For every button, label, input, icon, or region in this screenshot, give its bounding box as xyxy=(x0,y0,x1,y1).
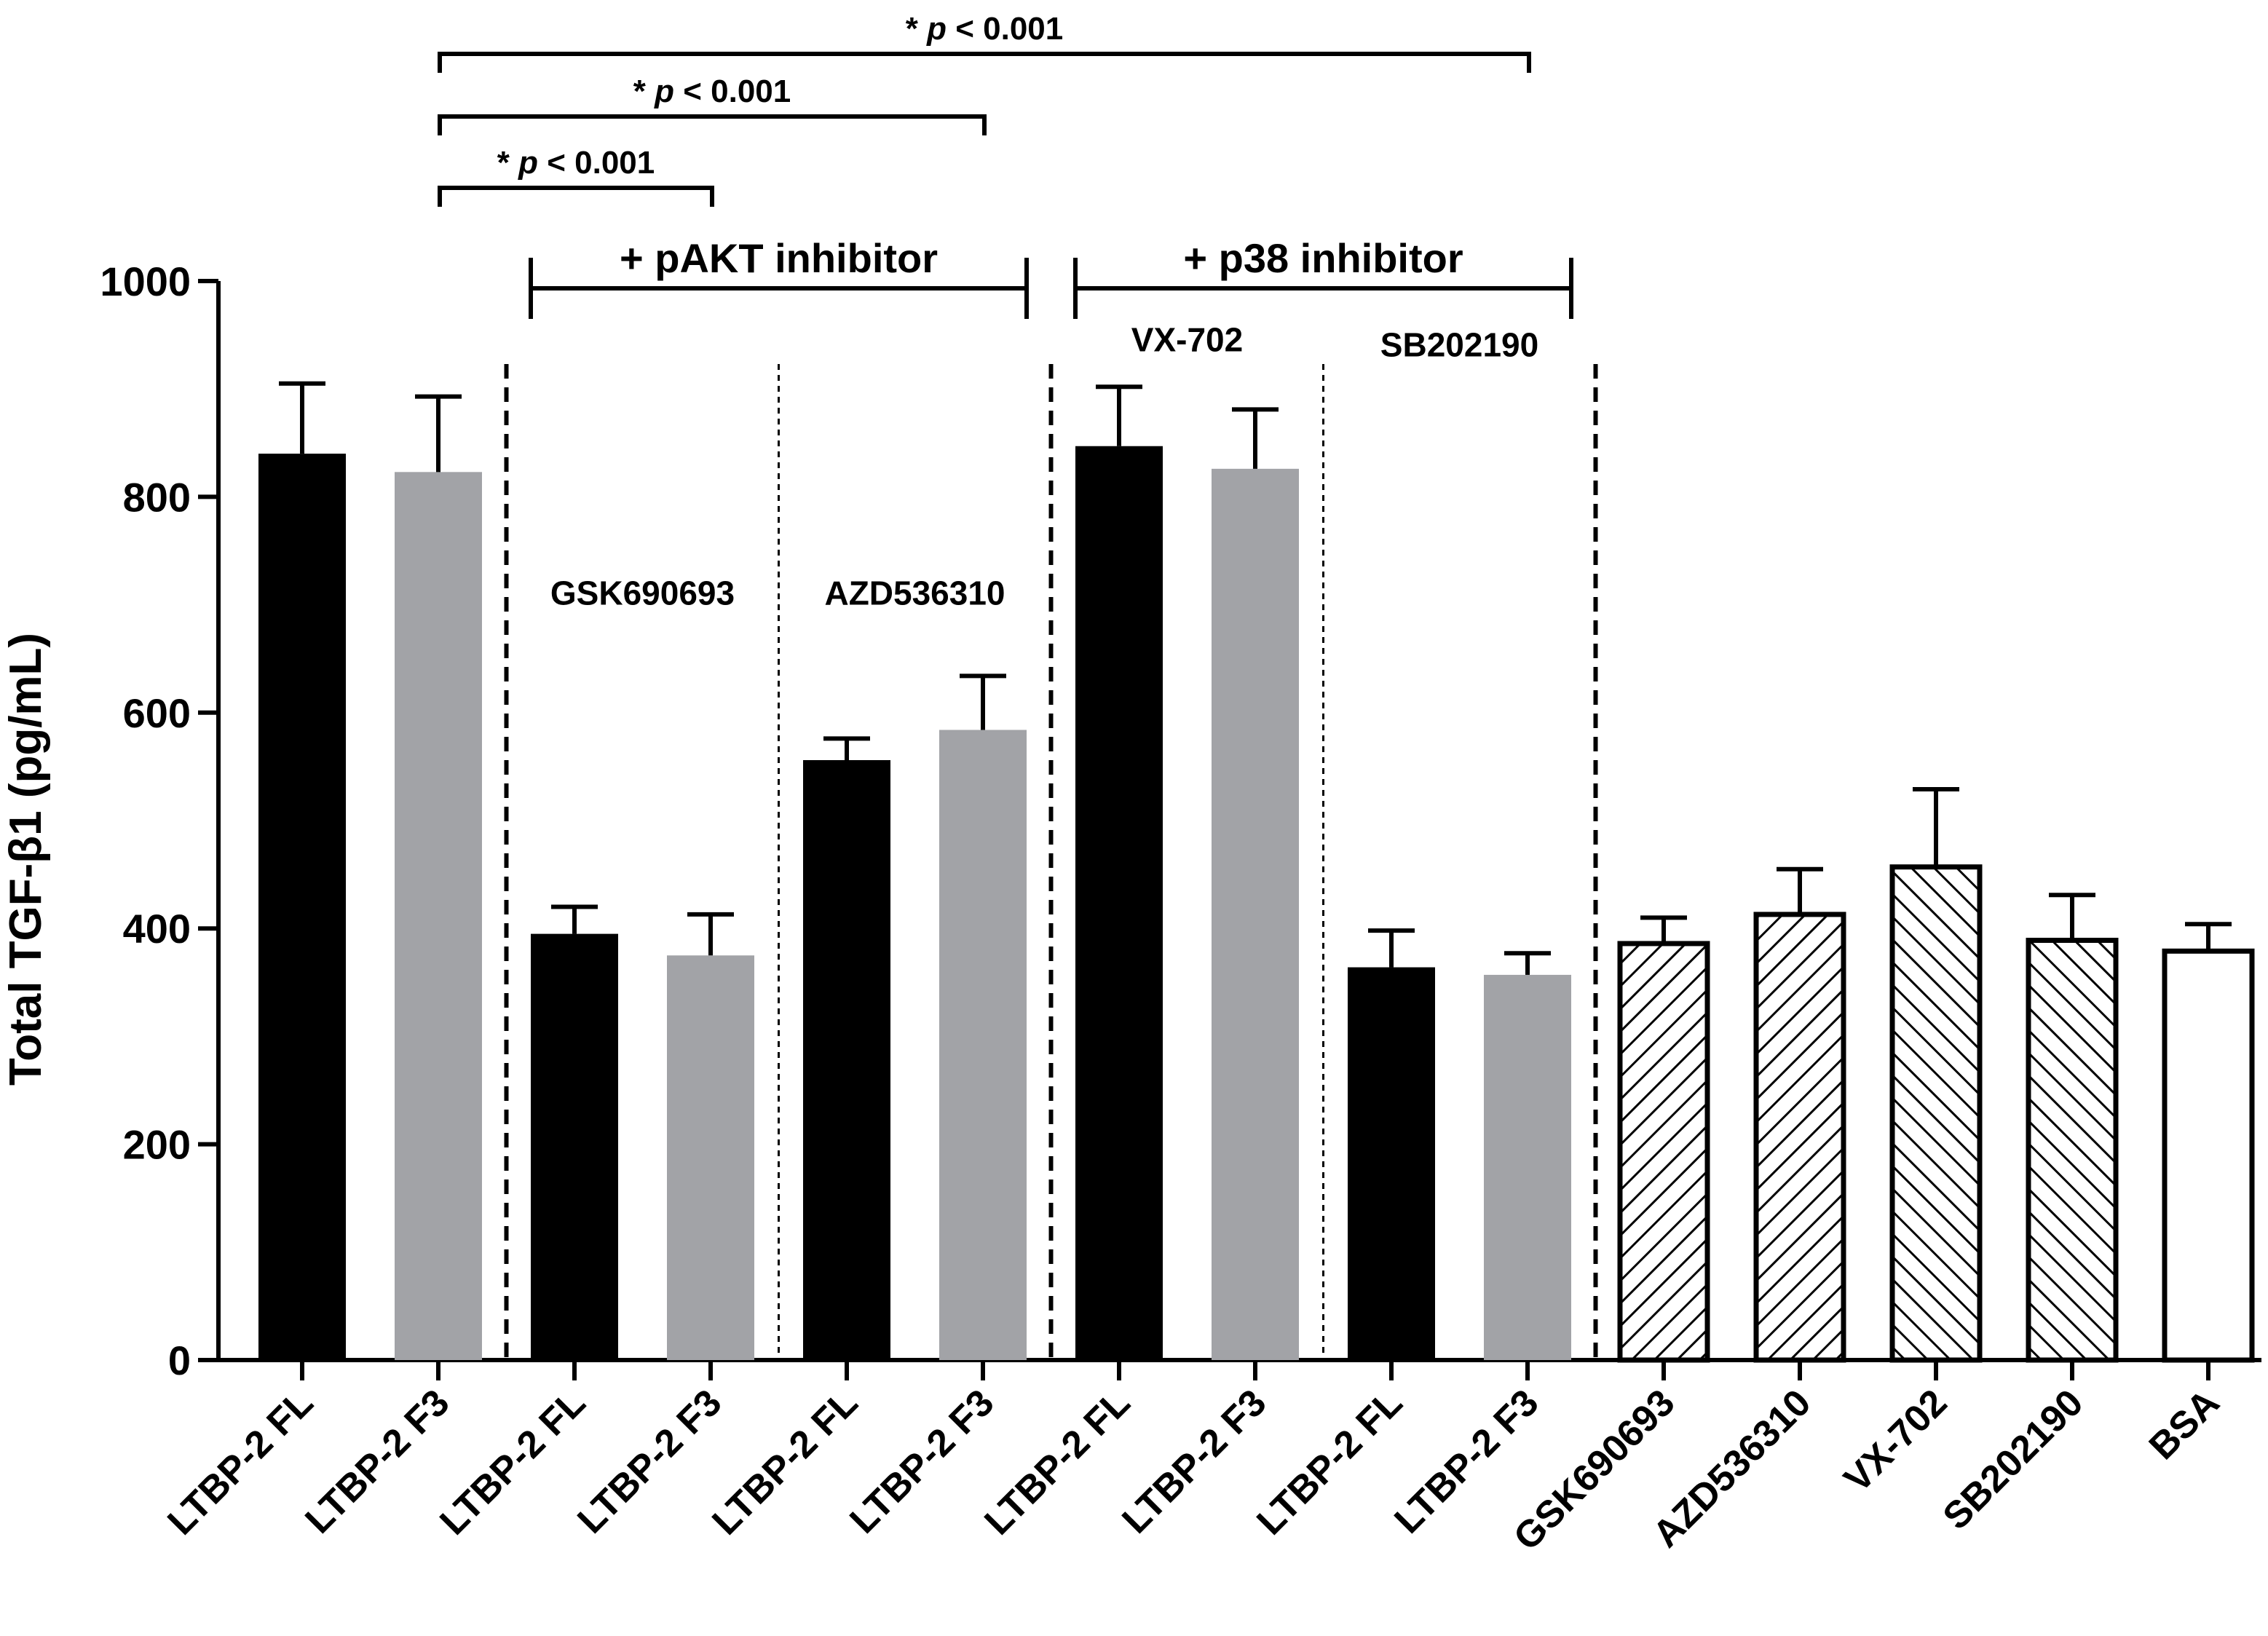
group-label: + pAKT inhibitor xyxy=(620,235,938,281)
y-tick-label: 600 xyxy=(123,690,191,736)
y-tick-label: 400 xyxy=(123,906,191,952)
bar xyxy=(939,730,1027,1360)
bar xyxy=(258,454,346,1360)
y-tick-label: 200 xyxy=(123,1122,191,1168)
bar xyxy=(1348,967,1435,1360)
sub-label: VX-702 xyxy=(1131,320,1243,358)
bar xyxy=(803,760,890,1360)
x-tick-label: LTBP-2 F3 xyxy=(842,1381,1002,1541)
x-tick-label: LTBP-2 FL xyxy=(704,1381,866,1543)
x-tick-label: LTBP-2 F3 xyxy=(1114,1381,1274,1541)
sig-label: * p < 0.001 xyxy=(497,145,655,181)
x-tick-label: BSA xyxy=(2141,1381,2228,1468)
group-brackets: + pAKT inhibitor + p38 inhibitor xyxy=(529,235,1573,319)
y-tick-label: 0 xyxy=(168,1337,191,1383)
bar xyxy=(2162,948,2255,1363)
x-tick-label: SB202190 xyxy=(1935,1381,2092,1538)
bar xyxy=(395,472,482,1361)
bar xyxy=(531,933,618,1360)
bar xyxy=(1753,912,1846,1363)
x-tick-label: LTBP-2 FL xyxy=(1249,1381,1410,1543)
x-tick-label: LTBP-2 F3 xyxy=(297,1381,457,1541)
error-bars xyxy=(279,381,2232,975)
bar xyxy=(1075,446,1163,1360)
y-tick-label: 800 xyxy=(123,474,191,520)
y-axis-label: Total TGF-β1 (pg/mL) xyxy=(1,633,51,1086)
sub-label: AZD536310 xyxy=(824,574,1005,612)
y-tick-label: 1000 xyxy=(100,258,191,304)
sub-label: GSK690693 xyxy=(550,574,735,612)
x-tick-label: LTBP-2 FL xyxy=(432,1381,593,1543)
bar xyxy=(2026,938,2119,1363)
bar xyxy=(1889,864,1983,1363)
x-tick-label: VX-702 xyxy=(1836,1381,1956,1501)
bar xyxy=(1212,468,1299,1361)
bar xyxy=(1484,974,1571,1360)
group-separators xyxy=(504,364,1598,1360)
bar xyxy=(1617,941,1710,1363)
sig-label: * p < 0.001 xyxy=(906,11,1064,47)
inhibitor-sub-labels: GSK690693 AZD536310 VX-702 SB202190 xyxy=(550,320,1538,612)
x-tick-label: LTBP-2 FL xyxy=(159,1381,321,1543)
group-label: + p38 inhibitor xyxy=(1183,235,1463,281)
x-tick-label: LTBP-2 F3 xyxy=(569,1381,730,1541)
x-tick-label: LTBP-2 FL xyxy=(976,1381,1138,1543)
y-axis: 0 200 400 600 800 1000 xyxy=(100,258,221,1383)
sig-label: * p < 0.001 xyxy=(633,74,791,109)
significance-brackets: * p < 0.001 * p < 0.001 * p < 0.001 xyxy=(438,11,1531,207)
sub-label: SB202190 xyxy=(1380,326,1538,364)
bar xyxy=(667,955,754,1360)
